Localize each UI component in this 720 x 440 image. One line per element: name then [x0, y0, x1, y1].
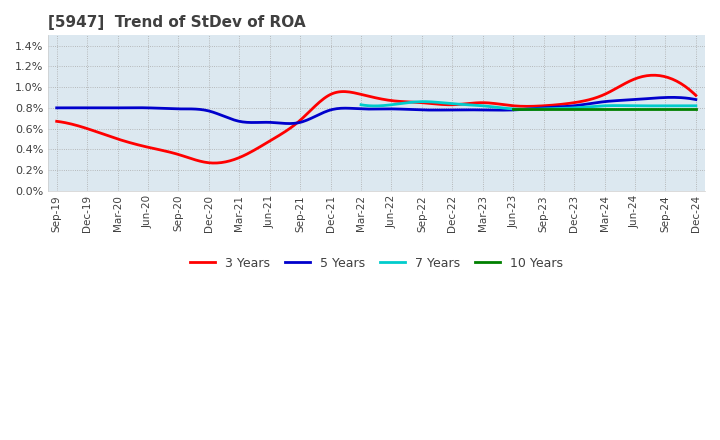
- 7 Years: [521, 106, 530, 112]
- 5 Years: [446, 107, 454, 113]
- 10 Years: [675, 106, 684, 111]
- 10 Years: [691, 106, 700, 111]
- 3 Years: [53, 119, 61, 124]
- 3 Years: [210, 161, 219, 166]
- Text: [5947]  Trend of StDev of ROA: [5947] Trend of StDev of ROA: [48, 15, 305, 30]
- 3 Years: [433, 102, 441, 107]
- 7 Years: [558, 106, 567, 111]
- 7 Years: [662, 103, 671, 108]
- 7 Years: [691, 103, 700, 108]
- 10 Years: [619, 106, 628, 111]
- 3 Years: [593, 95, 602, 100]
- 3 Years: [446, 102, 454, 107]
- 7 Years: [564, 106, 572, 111]
- Legend: 3 Years, 5 Years, 7 Years, 10 Years: 3 Years, 5 Years, 7 Years, 10 Years: [184, 252, 568, 275]
- 10 Years: [664, 106, 672, 111]
- 3 Years: [649, 73, 657, 78]
- 5 Years: [285, 121, 294, 126]
- 7 Years: [557, 106, 566, 111]
- 5 Years: [433, 107, 441, 113]
- 5 Years: [691, 97, 700, 102]
- 5 Years: [53, 105, 61, 110]
- 7 Years: [420, 99, 428, 104]
- 3 Years: [55, 119, 63, 124]
- 10 Years: [509, 106, 518, 111]
- 5 Years: [634, 97, 642, 102]
- 10 Years: [524, 106, 533, 111]
- Line: 7 Years: 7 Years: [361, 102, 696, 109]
- Line: 5 Years: 5 Years: [57, 97, 696, 124]
- 5 Years: [593, 100, 602, 105]
- Line: 3 Years: 3 Years: [57, 75, 696, 163]
- 10 Years: [510, 106, 518, 111]
- 7 Years: [356, 102, 365, 107]
- 7 Years: [641, 103, 649, 109]
- 10 Years: [512, 106, 521, 111]
- 5 Years: [55, 105, 63, 110]
- 3 Years: [691, 93, 700, 98]
- 5 Years: [668, 95, 677, 100]
- 10 Years: [622, 106, 631, 111]
- 5 Years: [435, 107, 444, 113]
- 3 Years: [435, 102, 444, 107]
- 3 Years: [634, 75, 642, 81]
- 10 Years: [618, 106, 627, 111]
- 7 Years: [358, 103, 366, 108]
